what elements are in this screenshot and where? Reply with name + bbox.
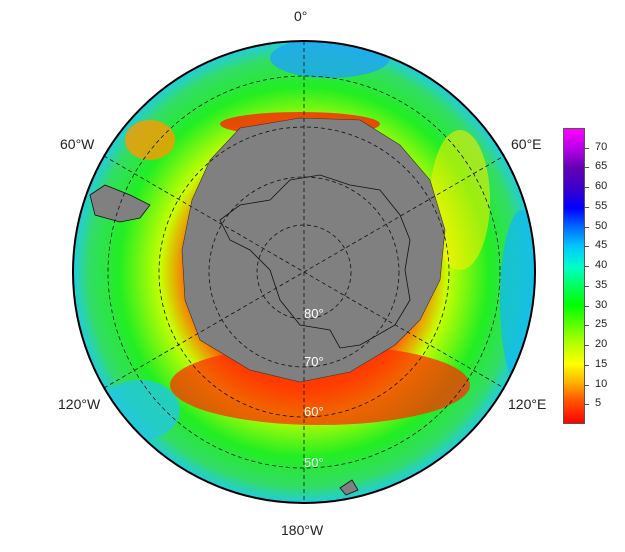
antarctica-coastline	[219, 174, 411, 349]
colorbar-tick-label: 20	[595, 338, 608, 351]
lon-label-60w: 60°W	[60, 136, 95, 152]
colorbar-tick-label: 15	[595, 357, 608, 370]
colorbar-tick-label: 70	[595, 140, 608, 153]
colorbar-tick-label: 5	[595, 397, 602, 410]
cyan-region-southwest	[100, 380, 180, 440]
colorbar-tick-mark	[585, 206, 589, 208]
colorbar-tick-mark	[585, 285, 589, 287]
colorbar-tick-label: 55	[595, 199, 608, 212]
lat-label-50: 50°	[304, 455, 324, 470]
colorbar-tick-mark	[585, 226, 589, 228]
colorbar-tick-label: 25	[595, 318, 608, 331]
colorbar-tick-mark	[585, 364, 589, 366]
colorbar-tick-label: 35	[595, 278, 608, 291]
colorbar-tick-label: 10	[595, 377, 608, 390]
lon-label-0: 0°	[294, 8, 308, 24]
lat-label-70: 70°	[304, 354, 324, 369]
colorbar-tick-label: 45	[595, 239, 608, 252]
colorbar-tick-mark	[585, 305, 589, 307]
lon-label-120e: 120°E	[508, 396, 547, 412]
colorbar-tick-mark	[585, 384, 589, 386]
colorbar-tick-mark	[585, 266, 589, 268]
colorbar-tick-mark	[585, 404, 589, 406]
lat-label-80: 80°	[304, 306, 324, 321]
lon-label-180w: 180°W	[281, 522, 324, 538]
cyan-region-east	[500, 210, 535, 390]
colorbar-tick-mark	[585, 345, 589, 347]
colorbar-tick-label: 30	[595, 298, 608, 311]
south-america-tip	[89, 184, 151, 223]
colorbar-tick-mark	[585, 147, 589, 149]
colorbar-tick-label: 50	[595, 219, 608, 232]
lat-label-60: 60°	[304, 404, 324, 419]
colorbar-tick-mark	[585, 187, 589, 189]
lon-label-120w: 120°W	[58, 396, 101, 412]
colorbar-tick-mark	[585, 246, 589, 248]
island-south	[339, 479, 359, 496]
longitude-grid	[103, 41, 505, 503]
yellow-band-east	[430, 130, 490, 270]
colorbar-tick-mark	[585, 325, 589, 327]
map-boundary	[72, 40, 536, 504]
colorbar-tick-label: 60	[595, 180, 608, 193]
cyan-region-north	[270, 41, 390, 78]
orange-region-west	[125, 120, 175, 160]
colorbar	[563, 128, 585, 424]
colorbar-tick-label: 65	[595, 160, 608, 173]
colorbar-tick-mark	[585, 167, 589, 169]
lon-label-60e: 60°E	[511, 136, 542, 152]
colorbar-tick-label: 40	[595, 259, 608, 272]
